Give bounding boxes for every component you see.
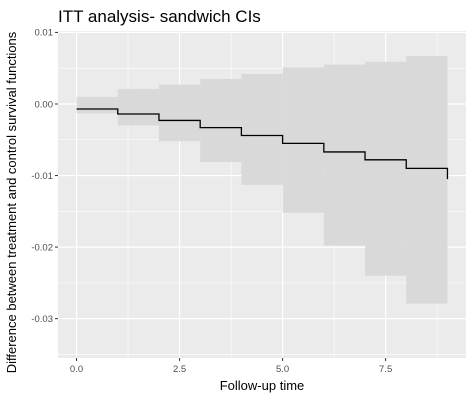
ci-band-step-8 — [406, 56, 448, 304]
x-tick-label-3: 7.5 — [379, 364, 392, 375]
ci-band-step-0 — [76, 96, 118, 114]
y-tick-label-3: -0.02 — [31, 242, 53, 253]
ci-band-step-6 — [323, 64, 366, 246]
x-tick-label-0: 0.0 — [70, 364, 83, 375]
chart-title: ITT analysis- sandwich CIs — [58, 7, 261, 26]
ci-band-step-2 — [158, 84, 201, 142]
ci-band-step-3 — [200, 78, 242, 162]
y-axis-title: Difference between treatment and control… — [4, 31, 19, 373]
x-axis: 0.0 2.5 5.0 7.5 — [70, 358, 392, 375]
y-axis: 0.01 0.00 -0.01 -0.02 -0.03 — [31, 28, 58, 325]
y-tick-label-0: 0.01 — [35, 28, 54, 39]
x-axis-title: Follow-up time — [220, 378, 305, 393]
ci-band-step-1 — [117, 88, 159, 126]
ci-band-step-7 — [365, 61, 407, 276]
x-tick-label-1: 2.5 — [173, 364, 186, 375]
step-line-layer — [76, 108, 449, 180]
y-tick-label-4: -0.03 — [31, 314, 53, 325]
y-tick-label-1: 0.00 — [35, 99, 54, 110]
confidence-band — [76, 56, 448, 304]
step-line — [76, 108, 449, 180]
y-tick-label-2: -0.01 — [31, 171, 53, 182]
ci-band-step-4 — [241, 73, 283, 185]
x-tick-label-2: 5.0 — [276, 364, 289, 375]
ci-band-step-5 — [282, 67, 324, 213]
